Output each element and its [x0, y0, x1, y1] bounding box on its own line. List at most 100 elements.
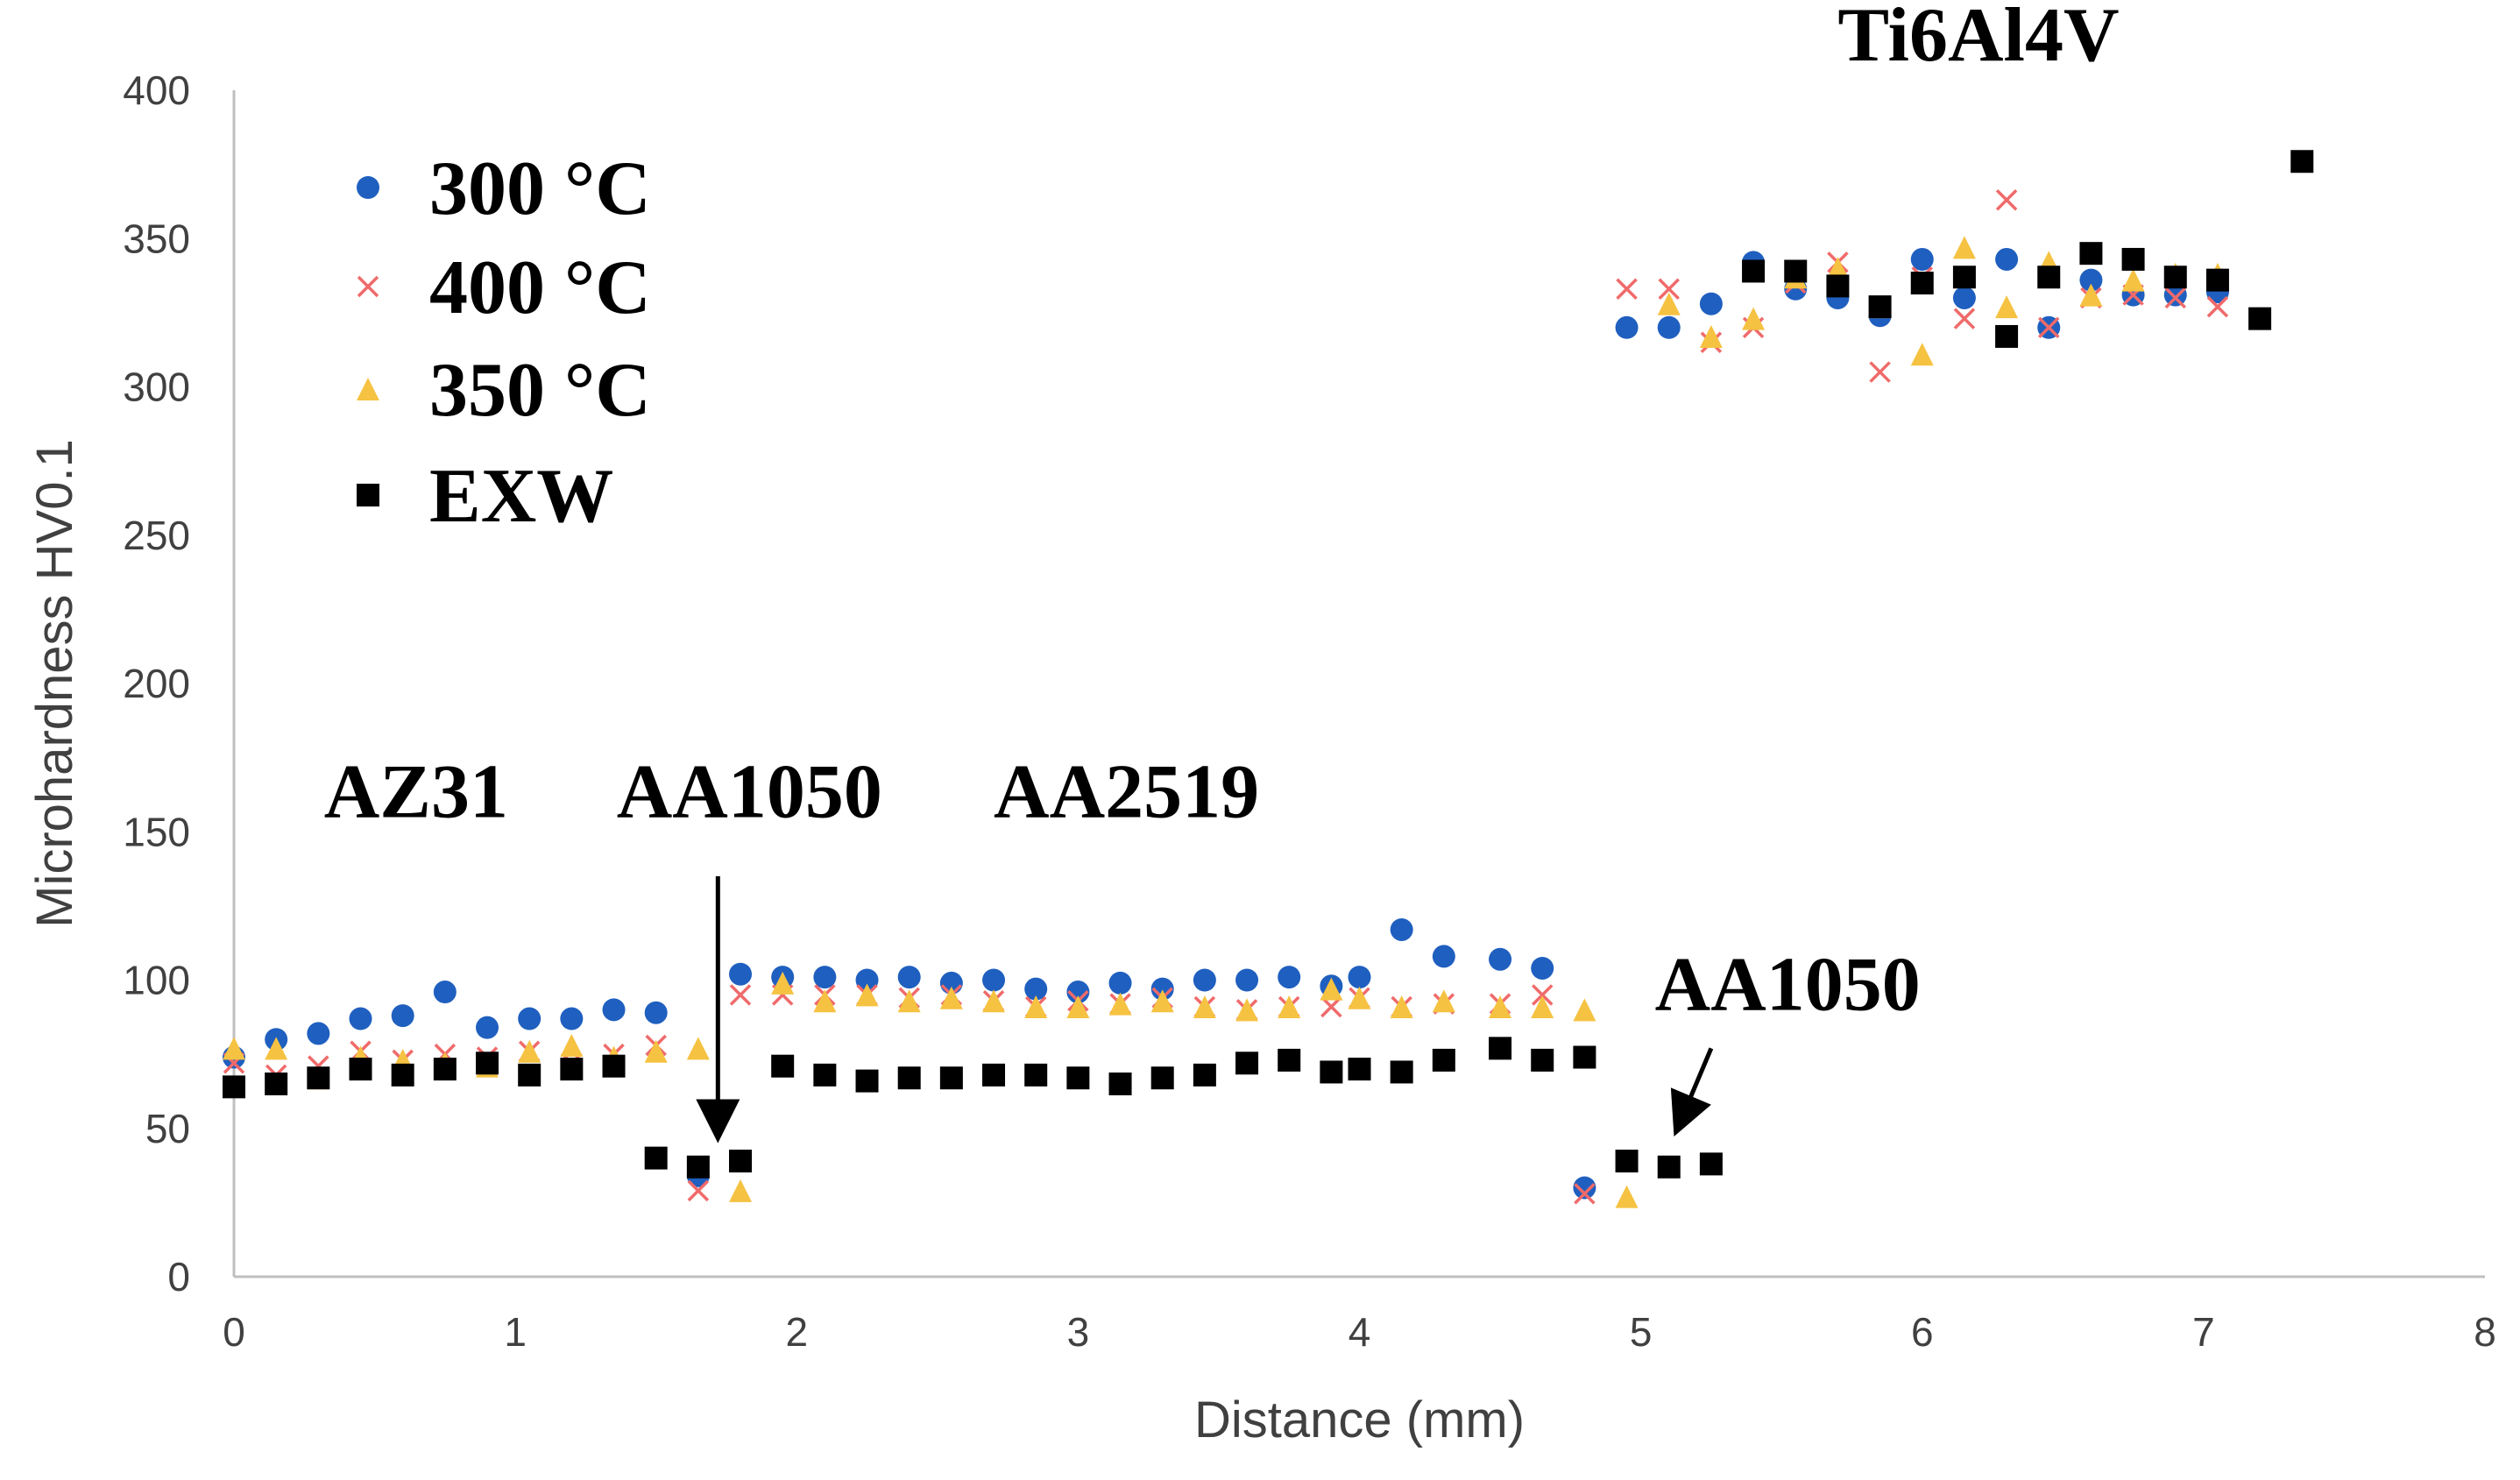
y-tick-label: 0	[167, 1254, 190, 1299]
data-point	[939, 1066, 963, 1090]
legend-item: 300 °C	[357, 146, 651, 231]
data-point	[1235, 998, 1259, 1022]
data-point	[1953, 308, 1976, 329]
y-tick-label: 350	[123, 216, 190, 261]
data-point	[1573, 1045, 1596, 1069]
data-point	[1658, 278, 1680, 301]
data-point	[644, 1039, 668, 1063]
data-point	[771, 1054, 795, 1078]
data-point	[1910, 247, 1934, 271]
data-point	[2037, 266, 2061, 289]
series-square	[223, 150, 2314, 1179]
data-point	[2163, 283, 2187, 307]
data-point	[1784, 259, 1808, 283]
data-point	[1432, 945, 1455, 968]
data-point	[939, 986, 963, 1009]
data-point	[433, 981, 457, 1004]
data-point	[1952, 266, 1976, 289]
data-point	[729, 1179, 753, 1202]
data-point	[433, 1058, 457, 1081]
y-axis-label: Microhardness HV0.1	[26, 439, 83, 928]
data-point	[223, 1075, 245, 1099]
y-tick-label: 50	[145, 1106, 190, 1151]
data-point	[897, 1066, 921, 1090]
data-point	[1235, 968, 1259, 992]
data-point	[1193, 995, 1216, 1018]
data-point	[1320, 977, 1343, 1001]
data-point	[1024, 995, 1048, 1018]
data-point	[2121, 247, 2145, 271]
data-point	[1742, 259, 1766, 283]
x-tick-label: 6	[1911, 1309, 1934, 1355]
x-axis-label: Distance (mm)	[1194, 1391, 1525, 1448]
data-point	[1150, 989, 1174, 1013]
data-point	[855, 983, 879, 1007]
data-point	[2079, 283, 2103, 307]
data-point	[1348, 1058, 1371, 1081]
data-point	[1432, 989, 1455, 1013]
x-tick-label: 8	[2474, 1309, 2496, 1355]
data-point	[1278, 1048, 1301, 1072]
x-tick-label: 0	[223, 1309, 245, 1355]
y-tick-label: 300	[123, 365, 190, 410]
legend-item: 400 °C	[357, 245, 651, 330]
data-point	[349, 1058, 372, 1081]
data-point	[518, 1063, 542, 1087]
data-point	[1024, 977, 1048, 1001]
data-point	[1278, 995, 1301, 1018]
data-point	[391, 1004, 414, 1028]
data-point	[1066, 981, 1090, 1004]
y-tick-label: 150	[123, 809, 190, 854]
x-tick-label: 2	[785, 1309, 808, 1355]
annotations: Ti6Al4V AZ31 AA1050 AA2519 AA1050	[324, 0, 2120, 1144]
x-tick-label: 1	[504, 1309, 527, 1355]
data-point	[1995, 324, 2019, 348]
legend-marker	[357, 176, 379, 199]
data-point	[1531, 984, 1554, 1006]
annotation-label: Ti6Al4V	[1837, 0, 2119, 78]
data-point	[1432, 1048, 1455, 1072]
legend-marker	[357, 275, 379, 298]
data-point	[307, 1022, 330, 1045]
data-point	[560, 1033, 584, 1057]
data-point	[1489, 1037, 1512, 1060]
data-point	[1489, 947, 1512, 971]
data-point	[1826, 274, 1850, 298]
data-point	[1235, 1052, 1259, 1075]
legend-label: 350 °C	[429, 348, 651, 433]
data-point	[1193, 968, 1216, 992]
x-tick-label: 4	[1348, 1309, 1371, 1355]
data-point	[1531, 956, 1554, 980]
data-point	[897, 966, 921, 989]
data-point	[644, 1146, 668, 1170]
legend-item: EXW	[357, 454, 613, 539]
data-point	[265, 1072, 288, 1095]
annotation-label: AA2519	[994, 749, 1259, 834]
legend-marker	[357, 484, 379, 506]
data-point	[729, 984, 752, 1006]
data-point	[560, 1007, 584, 1030]
data-point	[1489, 995, 1512, 1018]
legend-label: 400 °C	[429, 245, 651, 330]
data-point	[1390, 917, 1413, 941]
data-point	[307, 1066, 330, 1090]
data-point	[2290, 150, 2314, 173]
data-point	[1348, 986, 1371, 1009]
data-point	[1657, 315, 1681, 339]
data-point	[1193, 1063, 1216, 1087]
data-point	[687, 1179, 710, 1202]
data-point	[2248, 307, 2272, 330]
legend-item: 350 °C	[357, 348, 651, 433]
data-point	[897, 989, 921, 1013]
data-point	[1615, 315, 1639, 339]
data-point	[982, 1063, 1006, 1087]
data-point	[476, 1052, 499, 1075]
legend-label: EXW	[429, 454, 613, 539]
data-point	[1910, 343, 1934, 366]
y-tick-label: 100	[123, 958, 190, 1003]
data-point	[1320, 1060, 1343, 1084]
data-point	[813, 966, 837, 989]
data-point	[602, 998, 626, 1022]
data-point	[1278, 966, 1301, 989]
